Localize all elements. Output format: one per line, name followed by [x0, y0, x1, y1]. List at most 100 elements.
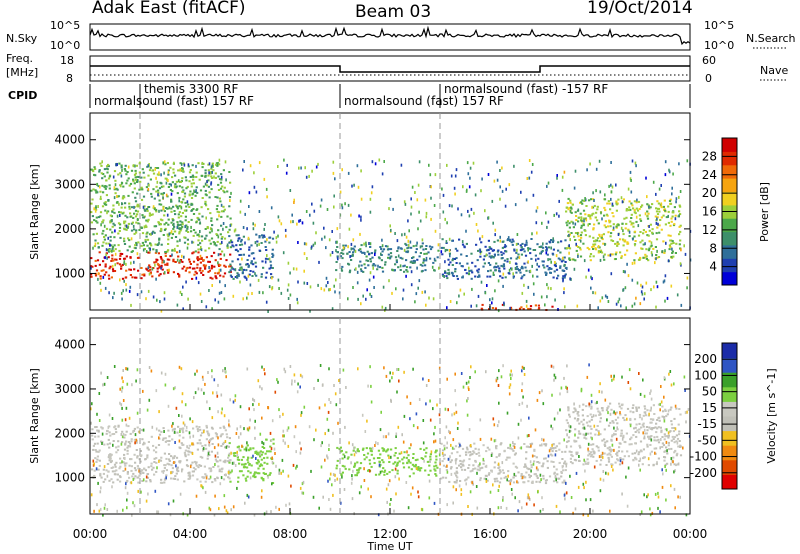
velocity-cell-0 — [108, 459, 111, 462]
power-noise-cell — [334, 290, 336, 294]
velocity-cell-2 — [336, 459, 339, 462]
velocity-cell-3 — [555, 468, 558, 471]
power-noise-cell — [528, 176, 531, 180]
velocity-noise-cell — [446, 464, 448, 468]
power-cell-1 — [131, 206, 134, 209]
power-colorbar-tick-label-3: 16 — [702, 205, 717, 219]
power-cell-5 — [654, 215, 657, 218]
power-cell-1 — [192, 175, 195, 178]
power-noise-cell — [674, 217, 677, 221]
power-cell-3 — [360, 270, 363, 273]
power-cell-1 — [207, 208, 210, 211]
velocity-cell-0 — [100, 426, 103, 429]
velocity-cell-1 — [257, 459, 260, 462]
velocity-cell-2 — [435, 449, 438, 452]
velocity-cell-4 — [670, 420, 673, 423]
velocity-cell-3 — [455, 479, 458, 482]
power-noise-cell — [403, 232, 406, 236]
velocity-cell-0 — [167, 429, 170, 432]
power-cell-1 — [140, 176, 143, 179]
power-noise-cell — [149, 247, 151, 251]
velocity-cell-0 — [183, 451, 186, 454]
freq-unit-label: [MHz] — [6, 66, 38, 79]
power-noise-cell — [531, 163, 534, 166]
velocity-cell-0 — [149, 480, 152, 483]
power-noise-cell — [183, 255, 185, 259]
power-cell-5 — [592, 236, 595, 239]
velocity-noise-cell — [259, 432, 262, 436]
velocity-cell-0 — [134, 469, 137, 472]
power-cell-1 — [156, 167, 160, 169]
velocity-noise-cell — [106, 474, 109, 478]
velocity-noise-cell — [122, 433, 125, 436]
power-noise-cell — [372, 266, 374, 270]
power-noise-cell — [114, 229, 116, 233]
power-cell-2 — [255, 274, 258, 277]
power-noise-cell — [563, 170, 566, 174]
velocity-cell-2 — [350, 453, 353, 456]
velocity-noise-cell — [301, 482, 304, 486]
power-cell-4 — [451, 264, 454, 266]
freq-right-tick-low: 0 — [705, 72, 712, 85]
power-cell-1 — [131, 191, 134, 194]
velocity-cell-4 — [653, 413, 656, 415]
velocity-noise-cell — [529, 497, 531, 501]
power-cell-1 — [163, 223, 166, 226]
velocity-noise-cell — [355, 450, 358, 454]
power-cell-2 — [254, 261, 257, 264]
power-cell-1 — [204, 202, 207, 205]
velocity-cell-0 — [139, 455, 142, 458]
power-noise-cell — [258, 290, 261, 294]
power-cell-3 — [351, 247, 354, 250]
power-cell-5 — [591, 206, 595, 209]
velocity-noise-cell — [661, 468, 663, 472]
velocity-cell-0 — [173, 478, 177, 480]
velocity-cell-4 — [610, 439, 613, 442]
velocity-cell-4 — [575, 453, 578, 456]
power-cell-1 — [96, 242, 100, 245]
power-cell-1 — [127, 194, 130, 197]
power-noise-cell — [610, 197, 612, 201]
velocity-noise-cell — [553, 373, 556, 377]
velocity-cell-4 — [653, 447, 656, 450]
power-cell-4 — [449, 261, 452, 264]
power-cell-3 — [431, 246, 434, 249]
power-cell-1 — [108, 175, 111, 178]
power-cell-5 — [607, 231, 610, 234]
velocity-noise-cell — [273, 447, 276, 451]
power-cell-1 — [171, 176, 174, 179]
power-cell-1 — [223, 208, 226, 211]
velocity-noise-cell — [230, 508, 232, 512]
power-noise-cell — [209, 227, 212, 231]
power-cell-0 — [149, 268, 152, 271]
velocity-cell-4 — [629, 417, 632, 420]
power-cell-3 — [357, 249, 361, 252]
velocity-noise-cell — [429, 418, 432, 422]
velocity-noise-cell — [429, 399, 431, 403]
velocity-noise-cell — [352, 469, 354, 473]
power-noise-cell — [592, 291, 594, 295]
power-noise-cell — [116, 195, 118, 198]
power-cell-1 — [104, 209, 107, 212]
velocity-cell-3 — [498, 472, 501, 475]
power-noise-cell — [127, 165, 130, 169]
power-cell-0 — [141, 273, 144, 276]
power-cell-1 — [90, 211, 93, 214]
velocity-cell-0 — [96, 442, 99, 445]
power-cell-4 — [446, 272, 449, 275]
power-cell-5 — [642, 256, 645, 259]
velocity-noise-cell — [432, 407, 434, 411]
velocity-cell-2 — [410, 468, 413, 471]
velocity-cell-4 — [626, 407, 630, 410]
power-cell-5 — [585, 205, 588, 207]
power-cell-0 — [112, 270, 115, 273]
velocity-noise-cell — [259, 452, 261, 456]
velocity-cell-4 — [609, 421, 612, 424]
power-noise-cell — [601, 234, 603, 238]
velocity-noise-cell — [178, 439, 181, 443]
power-cell-3 — [406, 247, 409, 250]
velocity-noise-cell — [485, 464, 488, 468]
velocity-cell-2 — [394, 447, 397, 450]
power-cell-5 — [592, 198, 595, 201]
velocity-cell-0 — [121, 430, 124, 433]
